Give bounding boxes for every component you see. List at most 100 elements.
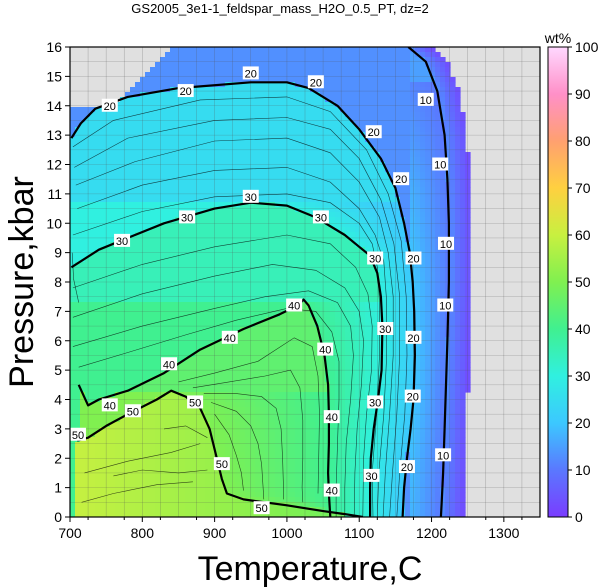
heatmap-cell bbox=[285, 82, 291, 88]
heatmap-cell bbox=[85, 342, 91, 348]
heatmap-cell bbox=[290, 157, 296, 163]
heatmap-cell bbox=[225, 177, 231, 183]
heatmap-cell bbox=[250, 227, 256, 233]
heatmap-cell bbox=[260, 92, 266, 98]
heatmap-cell bbox=[210, 257, 216, 263]
heatmap-cell bbox=[250, 202, 256, 208]
heatmap-cell bbox=[325, 152, 331, 158]
heatmap-cell bbox=[195, 407, 201, 413]
heatmap-cell bbox=[340, 57, 346, 63]
heatmap-cell bbox=[325, 507, 331, 513]
heatmap-cell bbox=[125, 202, 131, 208]
heatmap-cell bbox=[175, 142, 181, 148]
heatmap-cell bbox=[240, 352, 246, 358]
heatmap-cell bbox=[75, 267, 81, 273]
heatmap-cell bbox=[275, 97, 281, 103]
heatmap-cell bbox=[165, 297, 171, 303]
heatmap-cell bbox=[70, 312, 76, 318]
heatmap-cell bbox=[300, 127, 306, 133]
heatmap-cell bbox=[105, 257, 111, 263]
heatmap-cell bbox=[110, 492, 116, 498]
heatmap-cell bbox=[165, 312, 171, 318]
heatmap-cell bbox=[275, 127, 281, 133]
heatmap-cell bbox=[285, 322, 291, 328]
heatmap-cell bbox=[180, 452, 186, 458]
heatmap-cell bbox=[215, 382, 221, 388]
heatmap-cell bbox=[195, 347, 201, 353]
heatmap-cell bbox=[165, 247, 171, 253]
heatmap-cell bbox=[95, 382, 101, 388]
heatmap-cell bbox=[195, 122, 201, 128]
heatmap-cell bbox=[205, 137, 211, 143]
heatmap-cell bbox=[305, 192, 311, 198]
heatmap-cell bbox=[95, 472, 101, 478]
heatmap-cell bbox=[325, 167, 331, 173]
heatmap-cell bbox=[290, 67, 296, 73]
heatmap-cell bbox=[85, 427, 91, 433]
heatmap-cell bbox=[150, 82, 156, 88]
heatmap-cell bbox=[305, 437, 311, 443]
heatmap-cell bbox=[330, 67, 336, 73]
heatmap-cell bbox=[340, 322, 346, 328]
heatmap-cell bbox=[210, 307, 216, 313]
heatmap-cell bbox=[215, 117, 221, 123]
heatmap-cell bbox=[280, 187, 286, 193]
heatmap-cell bbox=[140, 457, 146, 463]
heatmap-cell bbox=[240, 167, 246, 173]
heatmap-cell bbox=[315, 302, 321, 308]
heatmap-cell bbox=[220, 377, 226, 383]
heatmap-cell bbox=[250, 92, 256, 98]
heatmap-cell bbox=[315, 52, 321, 58]
heatmap-cell bbox=[210, 282, 216, 288]
heatmap-cell bbox=[250, 502, 256, 508]
heatmap-cell bbox=[310, 452, 316, 458]
heatmap-cell bbox=[105, 247, 111, 253]
heatmap-cell bbox=[185, 62, 191, 68]
heatmap-cell bbox=[265, 452, 271, 458]
heatmap-cell bbox=[340, 252, 346, 258]
heatmap-cell bbox=[320, 317, 326, 323]
heatmap-cell bbox=[195, 197, 201, 203]
heatmap-cell bbox=[165, 157, 171, 163]
heatmap-cell bbox=[135, 317, 141, 323]
heatmap-cell bbox=[100, 352, 106, 358]
heatmap-cell bbox=[240, 342, 246, 348]
heatmap-cell bbox=[235, 142, 241, 148]
heatmap-cell bbox=[320, 507, 326, 513]
heatmap-cell bbox=[115, 407, 121, 413]
heatmap-cell bbox=[80, 457, 86, 463]
heatmap-cell bbox=[210, 317, 216, 323]
heatmap-cell bbox=[210, 137, 216, 143]
heatmap-cell bbox=[95, 157, 101, 163]
heatmap-cell bbox=[115, 172, 121, 178]
heatmap-cell bbox=[80, 132, 86, 138]
heatmap-cell bbox=[235, 222, 241, 228]
heatmap-cell bbox=[265, 512, 271, 517]
heatmap-cell bbox=[255, 232, 261, 238]
heatmap-cell bbox=[185, 362, 191, 368]
heatmap-cell bbox=[130, 502, 136, 508]
heatmap-cell bbox=[210, 47, 216, 53]
heatmap-cell bbox=[115, 482, 121, 488]
heatmap-cell bbox=[340, 297, 346, 303]
heatmap-cell bbox=[310, 282, 316, 288]
heatmap-cell bbox=[135, 267, 141, 273]
heatmap-cell bbox=[305, 57, 311, 63]
heatmap-cell bbox=[305, 382, 311, 388]
heatmap-cell bbox=[275, 257, 281, 263]
heatmap-cell bbox=[145, 267, 151, 273]
heatmap-cell bbox=[105, 222, 111, 228]
heatmap-cell bbox=[185, 412, 191, 418]
heatmap-cell bbox=[135, 332, 141, 338]
heatmap-cell bbox=[305, 177, 311, 183]
heatmap-cell bbox=[205, 212, 211, 218]
heatmap-cell bbox=[80, 362, 86, 368]
heatmap-cell bbox=[120, 352, 126, 358]
heatmap-cell bbox=[315, 202, 321, 208]
heatmap-cell bbox=[245, 487, 251, 493]
heatmap-cell bbox=[135, 97, 141, 103]
heatmap-cell bbox=[125, 342, 131, 348]
heatmap-cell bbox=[190, 477, 196, 483]
heatmap-cell bbox=[150, 147, 156, 153]
heatmap-cell bbox=[190, 442, 196, 448]
